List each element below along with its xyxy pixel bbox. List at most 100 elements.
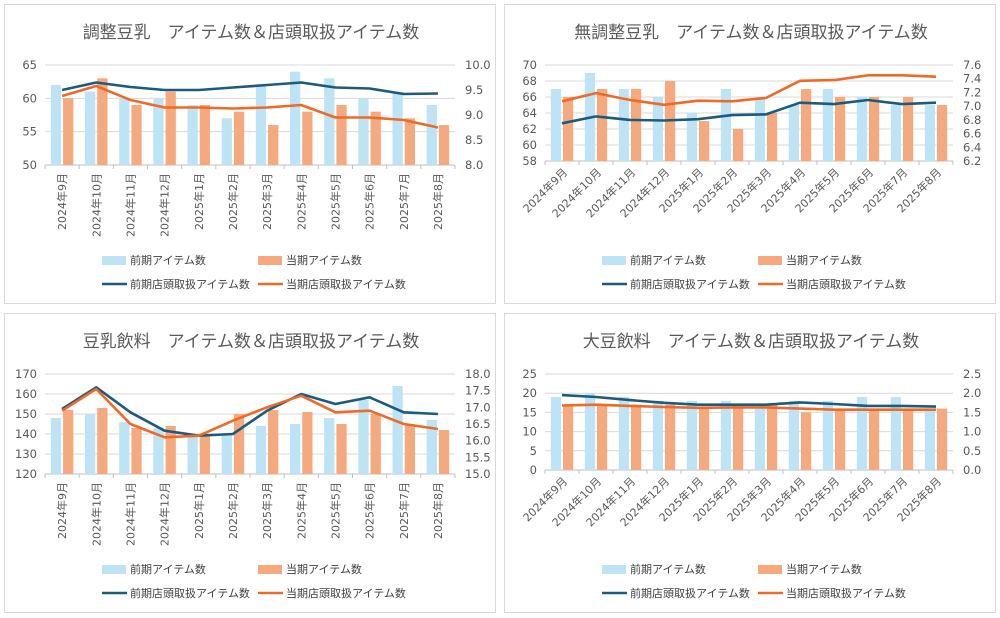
bar-prev-items <box>754 97 765 161</box>
bar-prev-items <box>392 386 403 474</box>
bar-prev-items <box>324 78 335 165</box>
bar-cur-items <box>438 125 450 165</box>
bar-cur-items <box>199 105 210 165</box>
bar-prev-items <box>153 428 164 474</box>
legend-label-cur-items: 当期アイテム数 <box>286 562 362 576</box>
bar-cur-items <box>699 121 710 161</box>
x-tick-label: 2025年8月 <box>431 173 445 230</box>
legend-label-prev-store: 前期店頭取扱アイテム数 <box>130 277 250 291</box>
line-prev-store-items <box>61 386 438 437</box>
bar-prev-items <box>392 91 403 165</box>
legend-label-prev-items: 前期アイテム数 <box>630 253 706 267</box>
x-tick-label: 2024年10月 <box>89 482 103 546</box>
bar-prev-items <box>856 397 867 470</box>
y-tick-label: 65 <box>22 58 37 72</box>
y2-tick-label: 16.5 <box>465 417 491 431</box>
x-tick-label: 2025年1月 <box>192 482 206 539</box>
bar-prev-items <box>358 400 369 474</box>
legend-swatch-cur-items <box>258 256 282 265</box>
bar-prev-items <box>924 408 935 470</box>
chart-svg: 豆乳飲料 アイテム数＆店頭取扱アイテム数 120 130 140 150 160 170 15… <box>15 332 491 600</box>
bar-prev-items <box>119 422 130 474</box>
bar-cur-items <box>937 105 948 161</box>
bar-prev-items <box>720 89 731 161</box>
y2-tick-label: 9.0 <box>465 108 483 122</box>
y2-tick-label: 2.0 <box>963 386 981 400</box>
bar-prev-items <box>85 414 96 474</box>
x-tick-label: 2025年8月 <box>431 482 445 539</box>
legend-label-cur-store: 当期店頭取扱アイテム数 <box>286 277 406 291</box>
bar-prev-items <box>550 397 561 470</box>
bar-prev-items <box>50 85 62 165</box>
legend-label-prev-store: 前期店頭取扱アイテム数 <box>630 277 750 291</box>
bar-cur-items <box>404 424 415 474</box>
bar-cur-items <box>131 428 142 474</box>
bar-cur-items <box>63 98 74 165</box>
bar-prev-items <box>550 89 561 161</box>
chart-title: 調整豆乳 アイテム数＆店頭取扱アイテム数 <box>83 23 420 43</box>
legend-label-cur-items: 当期アイテム数 <box>786 253 862 267</box>
bar-prev-items <box>822 89 833 161</box>
y-tick-label: 60 <box>522 138 537 152</box>
y-tick-label: 66 <box>522 90 537 104</box>
legend-swatch-cur-items <box>258 565 282 574</box>
chart-title: 豆乳飲料 アイテム数＆店頭取扱アイテム数 <box>83 332 420 352</box>
bar-cur-items <box>767 404 778 470</box>
bar-cur-items <box>699 408 710 470</box>
bar-prev-items <box>788 400 799 470</box>
bar-cur-items <box>801 89 812 161</box>
chart-svg: 大豆飲料 アイテム数＆店頭取扱アイテム数 0 5 10 15 20 25 0.0 0.5 1.0 1… <box>520 332 981 600</box>
bar-cur-items <box>370 111 381 165</box>
bar-cur-items <box>165 426 176 474</box>
chart-panel-muchousei-tonyu: 無調整豆乳 アイテム数＆店頭取扱アイテム数 58 60 62 64 66 68 70 6.2 6.… <box>504 4 996 304</box>
y2-tick-label: 15.0 <box>465 467 491 481</box>
bar-cur-items <box>336 105 347 165</box>
x-tick-label: 2024年12月 <box>158 173 172 237</box>
bar-prev-items <box>426 420 437 474</box>
bar-prev-items <box>324 418 335 474</box>
bar-prev-items <box>856 97 867 161</box>
bar-cur-items <box>336 424 347 474</box>
bar-cur-items <box>165 91 176 165</box>
bar-cur-items <box>767 113 778 161</box>
y-tick-label: 64 <box>522 106 537 120</box>
bar-cur-items <box>563 97 574 161</box>
bar-prev-items <box>822 400 833 470</box>
bar-prev-items <box>890 397 901 470</box>
bar-prev-items <box>187 105 198 165</box>
y2-tick-label: 15.5 <box>465 450 491 464</box>
bar-prev-items <box>652 400 663 470</box>
y2-tick-label: 16.0 <box>465 434 491 448</box>
y-tick-label: 62 <box>522 122 537 136</box>
legend-label-prev-items: 前期アイテム数 <box>130 253 206 267</box>
bar-cur-items <box>97 408 108 474</box>
y2-tick-label: 8.5 <box>465 133 483 147</box>
x-tick-label: 2025年3月 <box>260 482 274 539</box>
y-tick-label: 0 <box>530 463 537 477</box>
bar-prev-items <box>788 105 799 161</box>
bar-prev-items <box>50 418 62 474</box>
y-tick-label: 68 <box>522 74 537 88</box>
legend-swatch-prev-items <box>602 256 626 265</box>
chart-svg: 調整豆乳 アイテム数＆店頭取扱アイテム数 50 55 60 65 8.0 8.5 9.0 9.5… <box>22 23 490 291</box>
bar-prev-items <box>924 105 935 161</box>
y2-tick-label: 9.5 <box>465 83 483 97</box>
x-tick-label: 2024年9月 <box>55 173 69 230</box>
bar-cur-items <box>268 125 279 165</box>
bar-cur-items <box>801 412 812 470</box>
legend-label-prev-store: 前期店頭取扱アイテム数 <box>630 586 750 600</box>
y2-tick-label: 0.5 <box>963 444 981 458</box>
legend-label-prev-items: 前期アイテム数 <box>130 562 206 576</box>
legend-label-cur-items: 当期アイテム数 <box>286 253 362 267</box>
legend-swatch-prev-items <box>102 565 126 574</box>
bar-prev-items <box>754 404 765 470</box>
y2-tick-label: 17.0 <box>465 400 491 414</box>
bar-prev-items <box>255 426 267 474</box>
bar-cur-items <box>438 430 450 474</box>
bar-cur-items <box>233 111 245 165</box>
y2-tick-label: 2.5 <box>963 367 981 381</box>
y-tick-label: 60 <box>22 91 37 105</box>
chart-title: 無調整豆乳 アイテム数＆店頭取扱アイテム数 <box>574 23 928 43</box>
legend-label-cur-store: 当期店頭取扱アイテム数 <box>786 586 906 600</box>
y-tick-label: 10 <box>522 425 537 439</box>
